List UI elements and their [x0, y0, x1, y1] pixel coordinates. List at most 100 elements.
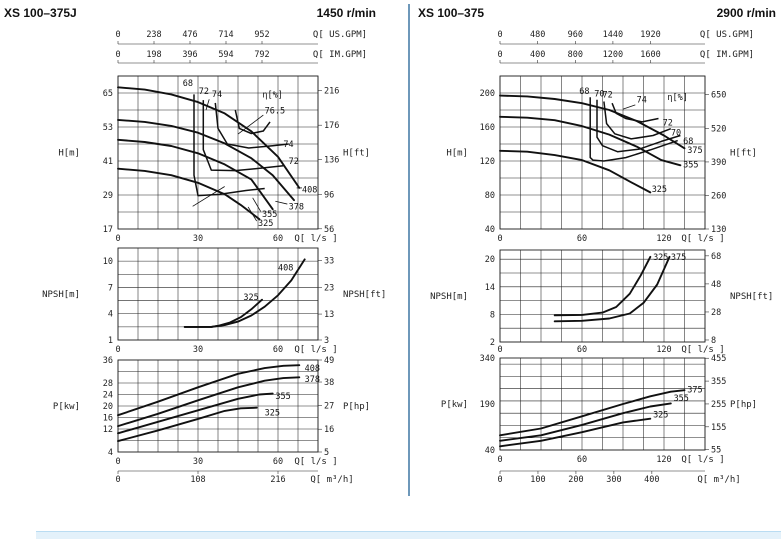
y-tick-label: 20: [103, 402, 113, 412]
right-tick-label: 136: [324, 156, 339, 166]
top-axis-tick-label: 714: [218, 30, 233, 40]
series-label: 355: [683, 160, 698, 170]
right-tick-label: 48: [711, 280, 721, 290]
series-npsh-325: [183, 298, 263, 328]
efficiency-curve-72: [202, 100, 284, 172]
efficiency-caption: η[%]: [262, 90, 282, 100]
series-head-325: [117, 167, 261, 221]
y-tick-label: 1: [108, 336, 113, 346]
right-tick-label: 27: [324, 402, 334, 412]
right-tick-label: 176: [324, 121, 339, 131]
right-tick-label: 23: [324, 283, 334, 293]
x-tick-label: 0: [497, 234, 502, 244]
right-tick-label: 16: [324, 425, 334, 435]
x-tick-label: 120: [656, 234, 671, 244]
top-axis-tick-label: 198: [146, 50, 161, 60]
y-tick-label: 160: [480, 123, 495, 133]
y-axis-label: P[kw]: [53, 402, 80, 412]
right-tick-label: 5: [324, 448, 329, 458]
y-tick-label: 17: [103, 225, 113, 235]
right-tick-label: 255: [711, 400, 726, 410]
top-axis-tick-label: 1200: [603, 50, 623, 60]
right-tick-label: 68: [711, 252, 721, 262]
y-axis-label-right: P[hp]: [730, 400, 757, 410]
series-power-325: [117, 406, 258, 443]
series-head-378: [117, 118, 295, 202]
x-tick-label: 60: [273, 234, 283, 244]
bottom-axis-tick-label: 100: [530, 475, 545, 485]
y-tick-label: 65: [103, 89, 113, 99]
series-head-355: [117, 138, 274, 211]
right-tick-label: 28: [711, 308, 721, 318]
top-axis-label: Q[ US.GPM]: [700, 30, 754, 40]
bottom-axis-label: Q[ m³/h]: [697, 475, 740, 485]
right-tick-label: 8: [711, 336, 716, 346]
series-power-355: [499, 402, 672, 442]
y-axis-label-right: H[ft]: [343, 149, 370, 159]
top-axis-tick-label: 1440: [603, 30, 623, 40]
y-axis-label-right: NPSH[ft]: [343, 290, 386, 300]
top-axis-tick-label: 476: [182, 30, 197, 40]
y-tick-label: 80: [485, 191, 495, 201]
efficiency-label: 72: [663, 118, 673, 128]
x-tick-label: 120: [656, 345, 671, 355]
right-tick-label: 38: [324, 378, 334, 388]
top-axis-tick-label: 396: [182, 50, 197, 60]
x-tick-label: 60: [577, 234, 587, 244]
efficiency-curve-74: [214, 102, 289, 149]
y-tick-label: 24: [103, 391, 113, 401]
right-tick-label: 650: [711, 91, 726, 101]
chart-xs100-375: XS 100–375 2900 r/min 0 480 960 1440 1920 Q[ …: [418, 6, 776, 485]
footer-band: [36, 531, 781, 539]
series-label: 375: [671, 253, 686, 263]
right-tick-label: 260: [711, 192, 726, 202]
series-label: 325: [258, 219, 273, 229]
series-head-355: [499, 115, 682, 167]
efficiency-label: 70: [671, 129, 681, 139]
series-label: 375: [687, 146, 702, 156]
x-tick-label: 120: [656, 455, 671, 465]
series-label: 378: [289, 202, 304, 212]
x-tick-label: 0: [115, 345, 120, 355]
series-label: 355: [262, 210, 277, 220]
y-tick-label: 53: [103, 123, 113, 133]
x-axis-label: Q[ l/s ]: [681, 455, 724, 465]
top-axis-label: Q[ US.GPM]: [313, 30, 367, 40]
chart-title: XS 100–375: [418, 6, 484, 20]
right-tick-label: 520: [711, 124, 726, 134]
y-axis-label: H[m]: [58, 149, 80, 159]
x-axis-label: Q[ l/s ]: [681, 234, 724, 244]
leader-line: [275, 200, 288, 205]
x-tick-label: 30: [193, 345, 203, 355]
leader-line: [237, 114, 264, 135]
right-tick-label: 155: [711, 423, 726, 433]
x-tick-label: 0: [497, 455, 502, 465]
panel-npsh: 1 4 7 10 3 13 23 33 NPSH[m] NPSH[ft] 0 30 60 Q[ l/s ]…: [42, 247, 386, 355]
top-axis-tick-label: 960: [568, 30, 583, 40]
y-tick-label: 16: [103, 414, 113, 424]
efficiency-curve-72: [603, 101, 672, 140]
top-axis-tick-label: 0: [497, 50, 502, 60]
y-axis-label-right: H[ft]: [730, 149, 757, 159]
top-axis-tick-label: 238: [146, 30, 161, 40]
efficiency-label: 74: [283, 140, 293, 150]
efficiency-label: 72: [199, 87, 209, 97]
efficiency-curve-70: [596, 99, 681, 153]
top-axis-tick-label: 1920: [640, 30, 660, 40]
y-tick-label: 40: [485, 446, 495, 456]
panel-frame: [499, 75, 706, 230]
y-tick-label: 120: [480, 157, 495, 167]
series-power-325: [499, 417, 652, 448]
efficiency-label: 68: [183, 79, 193, 89]
x-tick-label: 60: [577, 455, 587, 465]
top-axis-tick-label: 400: [530, 50, 545, 60]
efficiency-label: 74: [637, 95, 647, 105]
series-label: 375: [687, 386, 702, 396]
x-tick-label: 0: [115, 457, 120, 467]
efficiency-label: 72: [603, 90, 613, 100]
x-axis-label: Q[ l/s ]: [681, 345, 724, 355]
panel-frame: [117, 75, 319, 230]
efficiency-curve-68: [589, 97, 678, 162]
top-axis-tick-label: 0: [115, 50, 120, 60]
x-tick-label: 0: [497, 345, 502, 355]
